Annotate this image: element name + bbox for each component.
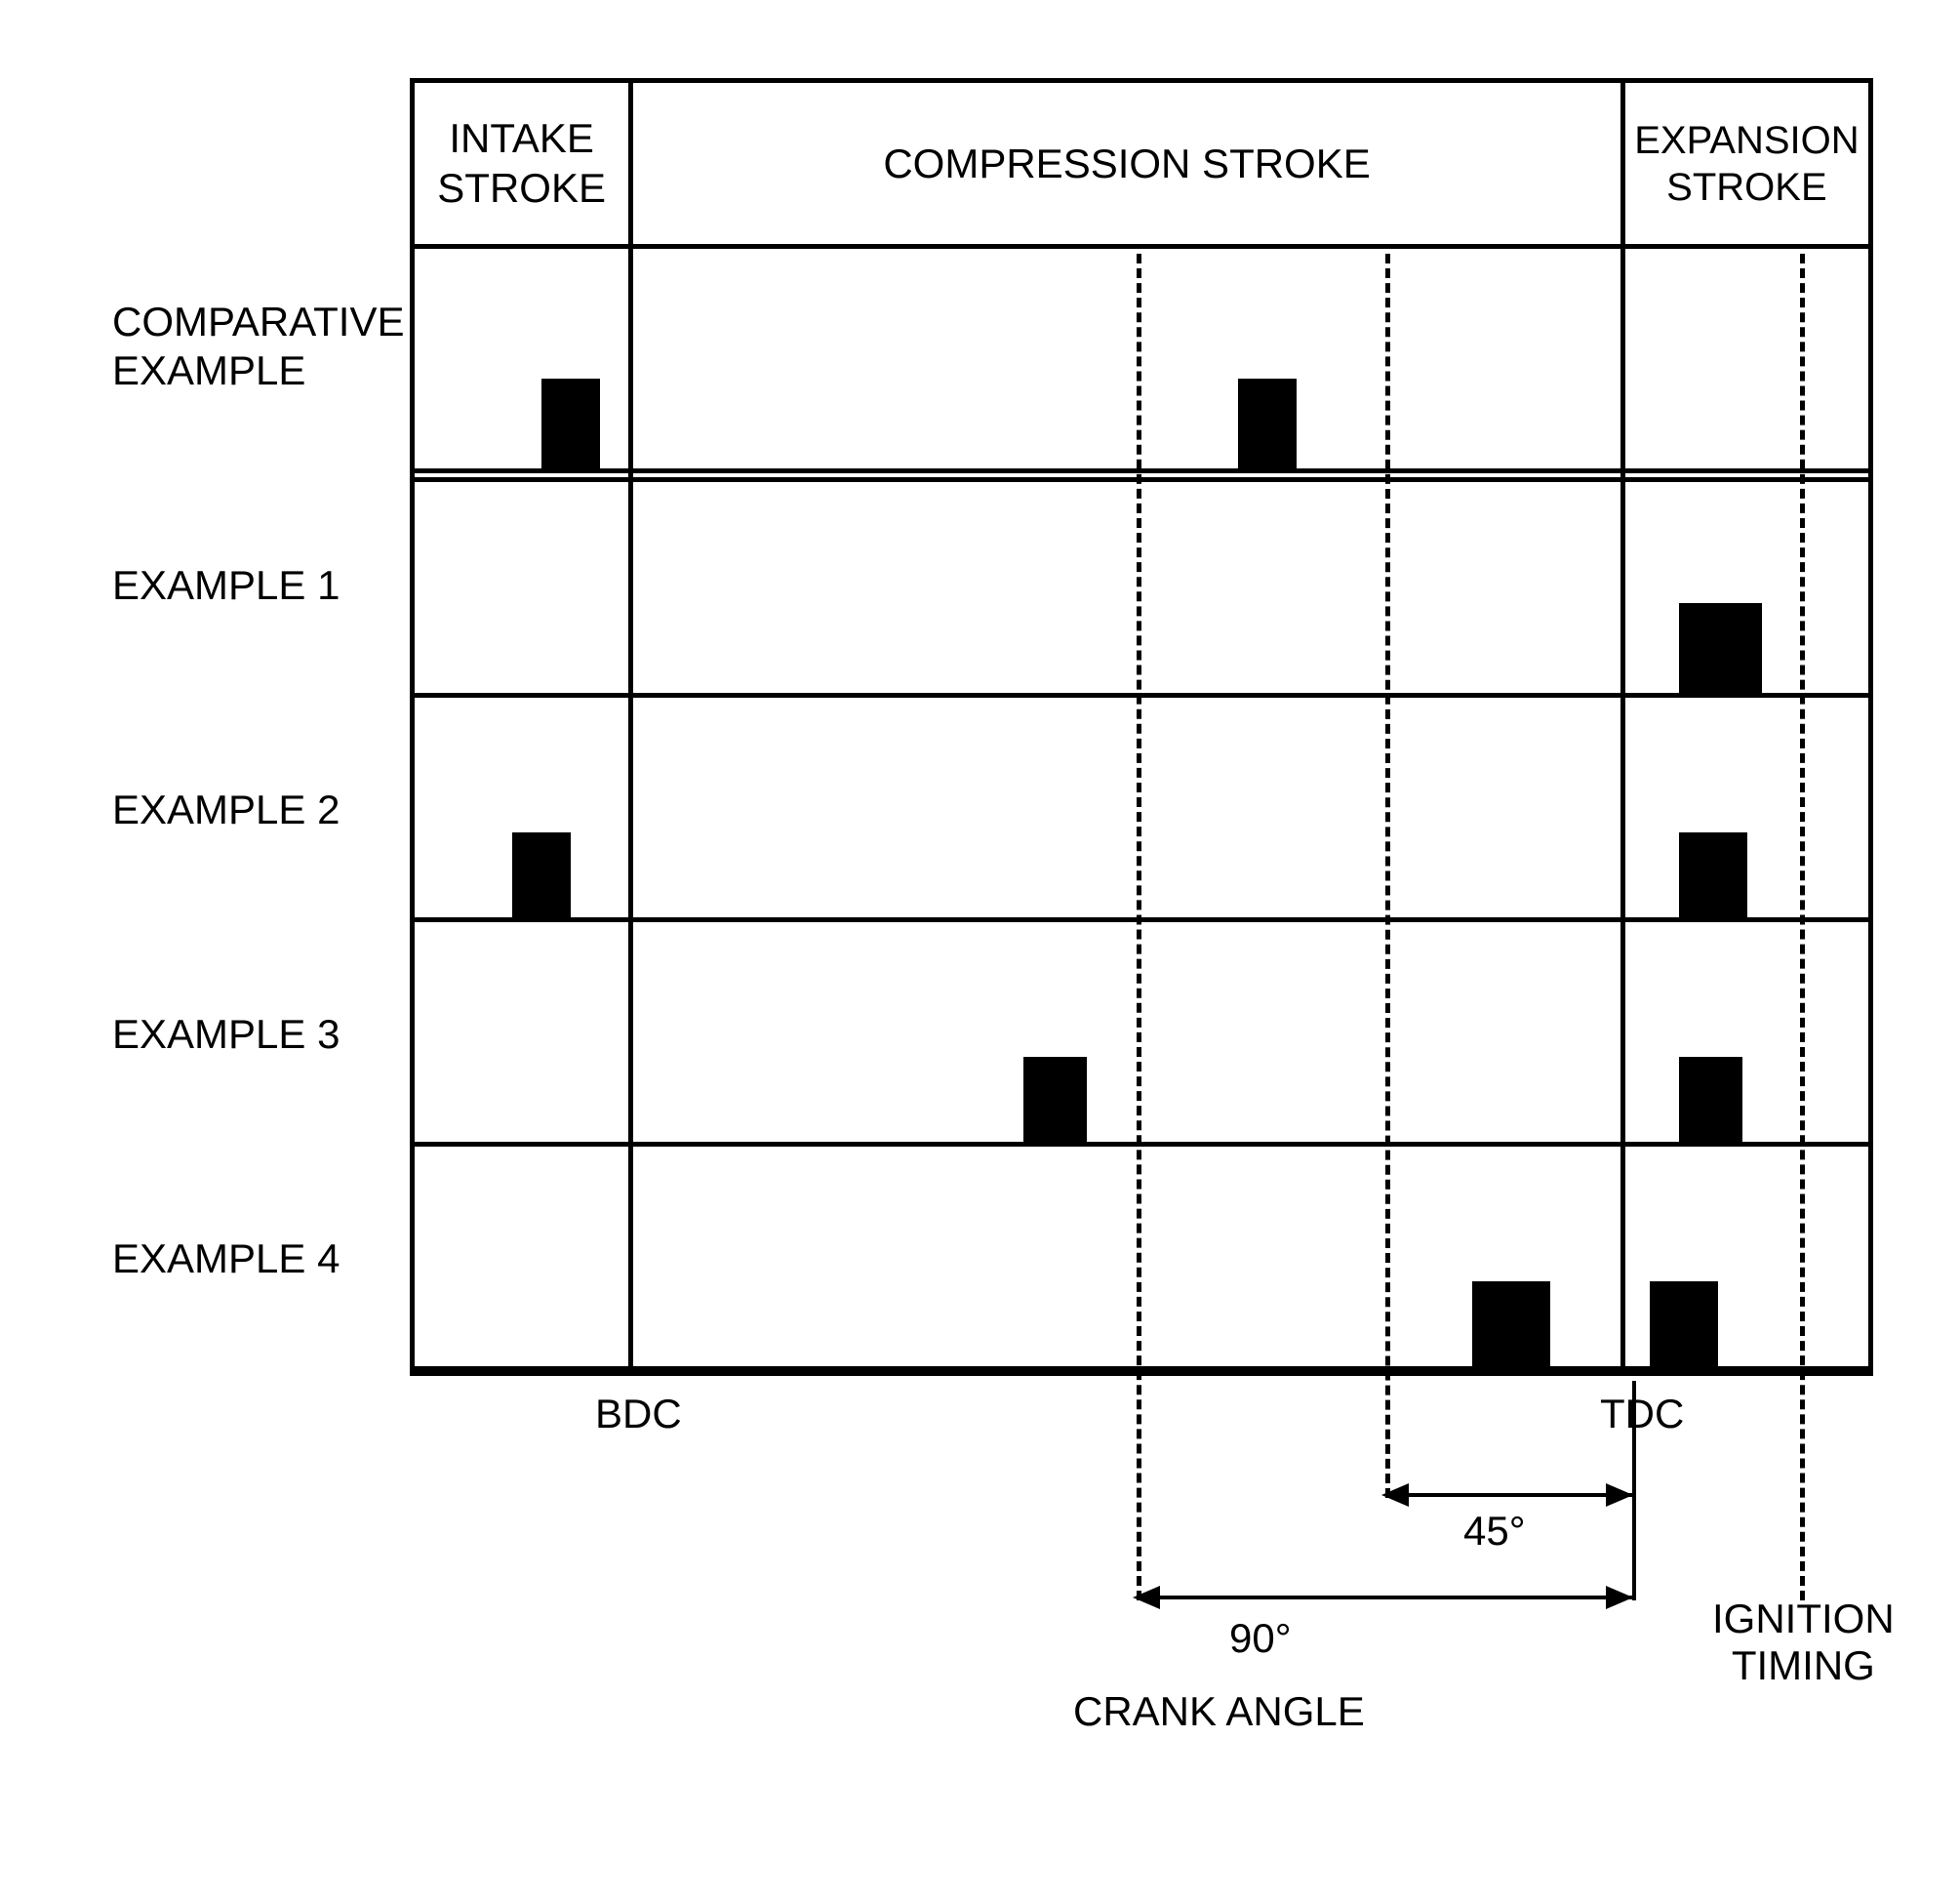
header-compression: COMPRESSION STROKE	[633, 83, 1625, 244]
header-expansion-label: EXPANSION STROKE	[1634, 117, 1859, 211]
cell-comparative-expansion	[1625, 249, 1868, 468]
axis-bdc-label: BDC	[595, 1391, 682, 1437]
chart-container: INTAKE STROKE COMPRESSION STROKE EXPANSI…	[98, 78, 1854, 1786]
cell-e1-expansion	[1625, 473, 1868, 693]
header-intake: INTAKE STROKE	[415, 83, 633, 244]
cell-e3-intake	[415, 922, 633, 1142]
bar-e4-2	[1650, 1281, 1718, 1369]
cell-comparative-compression	[633, 249, 1625, 468]
dim-90-arrow-left	[1133, 1586, 1160, 1609]
bar-e4-1	[1472, 1281, 1550, 1369]
bar-e3-2	[1679, 1057, 1742, 1145]
dim-45-line	[1385, 1493, 1634, 1497]
dim-45-arrow-left	[1381, 1483, 1409, 1507]
axis-tdc-label: TDC	[1600, 1391, 1684, 1437]
cell-e3-compression	[633, 922, 1625, 1142]
dim-90-line	[1137, 1596, 1634, 1599]
row-label-comparative: COMPARATIVE EXAMPLE	[112, 298, 405, 396]
row-example4: EXAMPLE 4	[415, 1147, 1868, 1371]
dashed-line-ignition	[1800, 254, 1805, 1600]
tdc-vertical-extension	[1632, 1381, 1636, 1600]
dim-90-label: 90°	[1229, 1615, 1292, 1662]
dim-90-arrow-right	[1606, 1586, 1633, 1609]
bar-e1-1	[1679, 603, 1762, 696]
cell-e4-compression	[633, 1147, 1625, 1366]
dim-45-label: 45°	[1463, 1508, 1526, 1555]
cell-e1-compression	[633, 473, 1625, 693]
cell-e2-expansion	[1625, 698, 1868, 917]
header-row: INTAKE STROKE COMPRESSION STROKE EXPANSI…	[415, 83, 1868, 249]
bar-comparative-1	[541, 379, 600, 471]
cell-comparative-intake	[415, 249, 633, 468]
cell-e2-intake	[415, 698, 633, 917]
dim-45-arrow-right	[1606, 1483, 1633, 1507]
header-intake-label: INTAKE STROKE	[437, 114, 606, 213]
row-example3: EXAMPLE 3	[415, 922, 1868, 1147]
cell-e4-expansion	[1625, 1147, 1868, 1366]
row-label-example3: EXAMPLE 3	[112, 1010, 405, 1059]
cell-e3-expansion	[1625, 922, 1868, 1142]
header-compression-label: COMPRESSION STROKE	[883, 141, 1370, 187]
row-example2: EXAMPLE 2	[415, 698, 1868, 922]
bar-e2-2	[1679, 832, 1747, 920]
bar-e3-1	[1023, 1057, 1087, 1145]
bar-comparative-2	[1238, 379, 1297, 471]
bar-e2-1	[512, 832, 571, 920]
header-expansion: EXPANSION STROKE	[1625, 83, 1868, 244]
table-area: INTAKE STROKE COMPRESSION STROKE EXPANSI…	[410, 78, 1873, 1376]
dashed-line-45	[1385, 254, 1390, 1498]
crank-angle-label: CRANK ANGLE	[1073, 1688, 1365, 1735]
dashed-line-90	[1137, 254, 1141, 1600]
row-comparative: COMPARATIVE EXAMPLE	[415, 249, 1868, 473]
row-label-example2: EXAMPLE 2	[112, 786, 405, 834]
cell-e4-intake	[415, 1147, 633, 1366]
row-label-example1: EXAMPLE 1	[112, 561, 405, 610]
cell-e2-compression	[633, 698, 1625, 917]
ignition-timing-label: IGNITION TIMING	[1712, 1596, 1895, 1689]
cell-e1-intake	[415, 473, 633, 693]
row-label-example4: EXAMPLE 4	[112, 1234, 405, 1283]
row-example1: EXAMPLE 1	[415, 473, 1868, 698]
